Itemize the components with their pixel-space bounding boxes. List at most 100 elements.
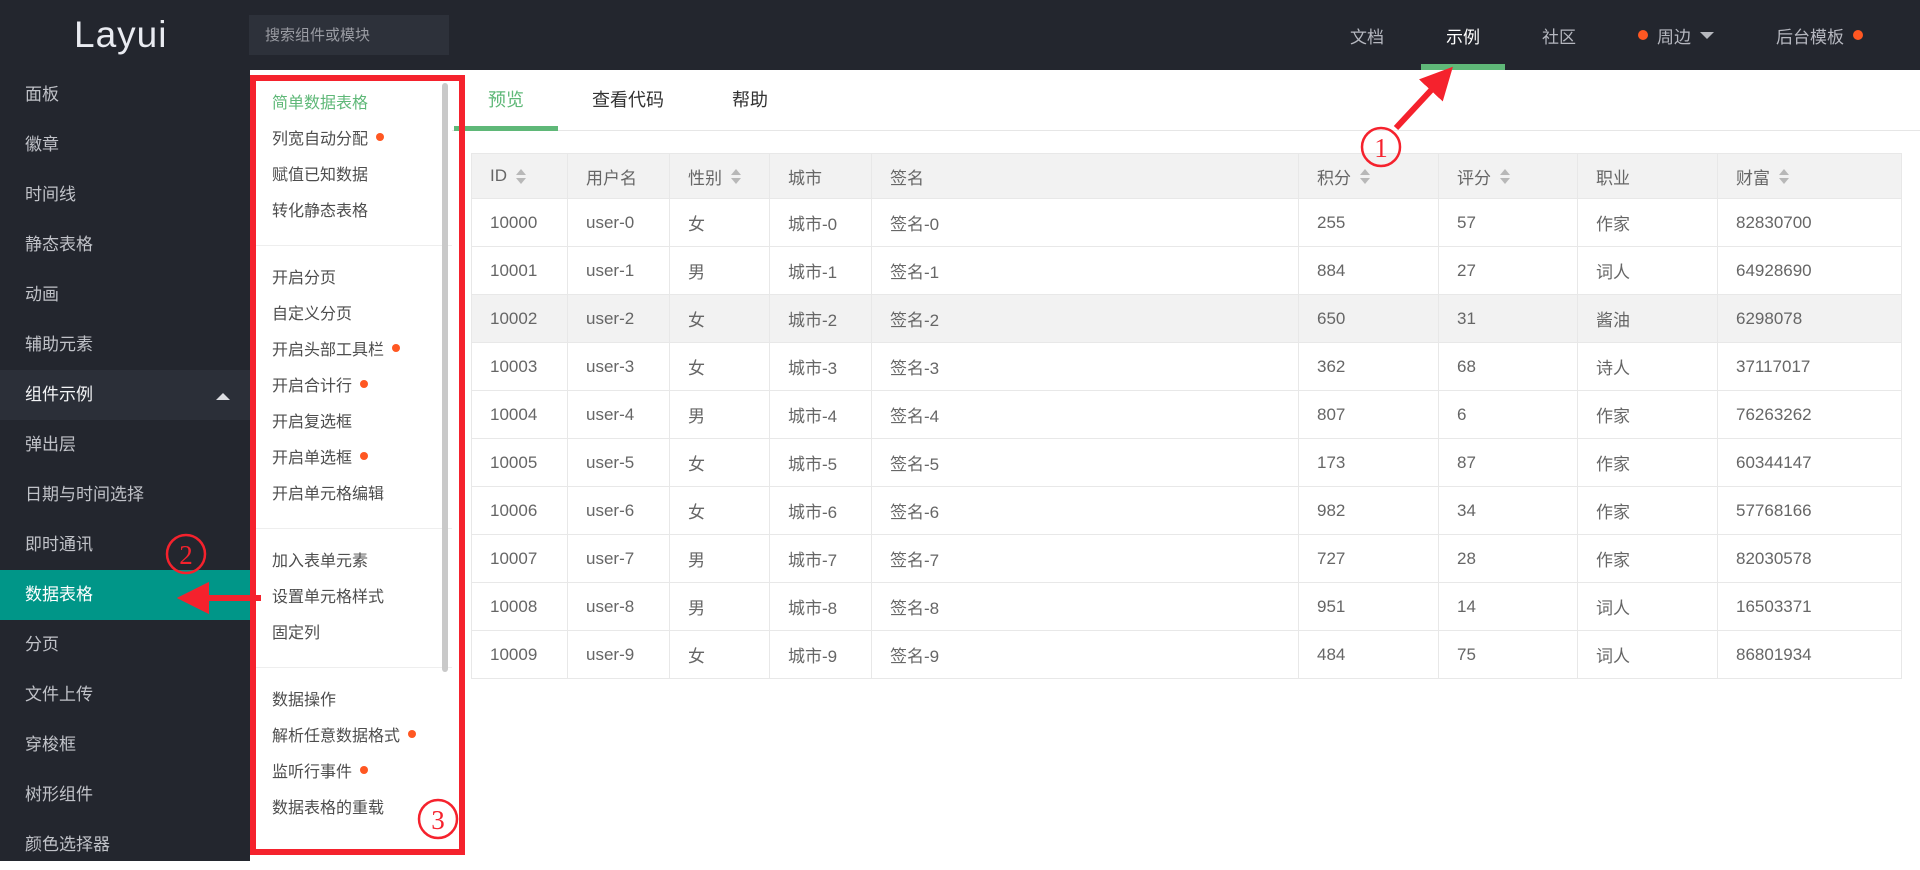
- column-header-4[interactable]: 签名: [871, 153, 1299, 199]
- nav-item-1[interactable]: 示例: [1415, 0, 1511, 70]
- table-row[interactable]: 10002 user-2 女城市-2 签名-2 650 31 酱油 6298078: [471, 294, 1902, 343]
- app-logo[interactable]: Layui: [74, 14, 168, 55]
- submenu-item-1-0[interactable]: 开启分页: [250, 261, 452, 297]
- sidebar-item-10[interactable]: 数据表格: [0, 570, 250, 620]
- table-cell: 76263262: [1717, 390, 1902, 439]
- submenu-item-0-0[interactable]: 简单数据表格: [250, 86, 452, 122]
- table-row[interactable]: 10008 user-8 男城市-8 签名-8 951 14 词人 16503371: [471, 582, 1902, 631]
- submenu-item-1-5[interactable]: 开启单选框: [250, 441, 452, 477]
- submenu-item-0-2[interactable]: 赋值已知数据: [250, 158, 452, 194]
- submenu-item-0-1[interactable]: 列宽自动分配: [250, 122, 452, 158]
- column-header-1[interactable]: 用户名: [567, 153, 670, 199]
- sidebar-item-5[interactable]: 辅助元素: [0, 320, 250, 370]
- column-header-5[interactable]: 积分: [1298, 153, 1439, 199]
- submenu-item-3-0[interactable]: 数据操作: [250, 683, 452, 719]
- table-cell: 64928690: [1717, 246, 1902, 295]
- table-cell: 75: [1438, 630, 1578, 679]
- table-cell: user-9: [567, 630, 670, 679]
- table-cell: 6: [1438, 390, 1578, 439]
- sort-icon[interactable]: [516, 168, 526, 184]
- search-input[interactable]: [249, 15, 449, 55]
- sort-desc-icon[interactable]: [1779, 177, 1789, 184]
- top-nav: 文档 示例 社区 周边 后台模板: [1319, 0, 1894, 70]
- sidebar-item-2[interactable]: 时间线: [0, 170, 250, 220]
- sort-icon[interactable]: [1500, 168, 1510, 184]
- sort-desc-icon[interactable]: [516, 177, 526, 184]
- data-table: ID 用户名 性别 城市 签名 积分 评分 职业 财富 10000 user-0 女城市-0 签名-0…: [471, 153, 1902, 679]
- nav-item-2[interactable]: 社区: [1511, 0, 1607, 70]
- submenu-item-3-2[interactable]: 监听行事件: [250, 755, 452, 791]
- nav-item-3[interactable]: 周边: [1607, 0, 1745, 70]
- sort-icon[interactable]: [731, 168, 741, 184]
- sort-desc-icon[interactable]: [1360, 177, 1370, 184]
- sort-asc-icon[interactable]: [516, 168, 526, 175]
- sort-icon[interactable]: [1779, 168, 1789, 184]
- table-cell: user-3: [567, 342, 670, 391]
- table-cell: 10001: [471, 246, 568, 295]
- submenu-item-label: 列宽自动分配: [272, 131, 369, 148]
- tab-1[interactable]: 查看代码: [558, 70, 698, 130]
- nav-item-4[interactable]: 后台模板: [1745, 0, 1894, 70]
- column-header-6[interactable]: 评分: [1438, 153, 1578, 199]
- submenu-item-2-2[interactable]: 固定列: [250, 616, 452, 652]
- sidebar-item-6[interactable]: 组件示例: [0, 370, 250, 420]
- sort-desc-icon[interactable]: [1500, 177, 1510, 184]
- sidebar-item-14[interactable]: 树形组件: [0, 770, 250, 820]
- submenu-item-3-1[interactable]: 解析任意数据格式: [250, 719, 452, 755]
- table-cell: 男: [669, 246, 770, 295]
- sidebar-item-label: 文件上传: [25, 685, 93, 704]
- column-header-3[interactable]: 城市: [769, 153, 872, 199]
- tab-2[interactable]: 帮助: [698, 70, 802, 130]
- table-cell: 男: [669, 390, 770, 439]
- sidebar-item-8[interactable]: 日期与时间选择: [0, 470, 250, 520]
- column-header-label: 评分: [1457, 168, 1491, 188]
- table-cell: user-2: [567, 294, 670, 343]
- column-header-0[interactable]: ID: [471, 153, 568, 199]
- sort-desc-icon[interactable]: [731, 177, 741, 184]
- submenu-item-0-3[interactable]: 转化静态表格: [250, 194, 452, 230]
- sidebar-item-label: 时间线: [25, 185, 76, 204]
- sort-icon[interactable]: [1360, 168, 1370, 184]
- sidebar-item-3[interactable]: 静态表格: [0, 220, 250, 270]
- table-row[interactable]: 10005 user-5 女城市-5 签名-5 173 87 作家 60344147: [471, 438, 1902, 487]
- sidebar-item-12[interactable]: 文件上传: [0, 670, 250, 720]
- submenu-item-1-6[interactable]: 开启单元格编辑: [250, 477, 452, 513]
- sidebar-item-4[interactable]: 动画: [0, 270, 250, 320]
- nav-item-0[interactable]: 文档: [1319, 0, 1415, 70]
- sidebar-item-0[interactable]: 面板: [0, 70, 250, 120]
- sidebar-item-7[interactable]: 弹出层: [0, 420, 250, 470]
- submenu-item-2-1[interactable]: 设置单元格样式: [250, 580, 452, 616]
- table-cell: 28: [1438, 534, 1578, 583]
- sort-asc-icon[interactable]: [731, 168, 741, 175]
- table-cell: 城市-8: [769, 582, 872, 631]
- sidebar-item-1[interactable]: 徽章: [0, 120, 250, 170]
- sort-asc-icon[interactable]: [1360, 168, 1370, 175]
- column-header-8[interactable]: 财富: [1717, 153, 1902, 199]
- table-cell: 签名-2: [871, 294, 1299, 343]
- sidebar-item-13[interactable]: 穿梭框: [0, 720, 250, 770]
- table-row[interactable]: 10001 user-1 男城市-1 签名-1 884 27 词人 64928690: [471, 246, 1902, 295]
- submenu-item-3-3[interactable]: 数据表格的重载: [250, 791, 452, 827]
- sort-asc-icon[interactable]: [1500, 168, 1510, 175]
- table-row[interactable]: 10009 user-9 女城市-9 签名-9 484 75 词人 86801934: [471, 630, 1902, 679]
- table-row[interactable]: 10007 user-7 男城市-7 签名-7 727 28 作家 82030578: [471, 534, 1902, 583]
- submenu-scrollbar[interactable]: [442, 83, 448, 672]
- sidebar-item-15[interactable]: 颜色选择器: [0, 820, 250, 870]
- table-cell: 57768166: [1717, 486, 1902, 535]
- table-row[interactable]: 10006 user-6 女城市-6 签名-6 982 34 作家 57768166: [471, 486, 1902, 535]
- submenu-item-1-2[interactable]: 开启头部工具栏: [250, 333, 452, 369]
- submenu-item-1-1[interactable]: 自定义分页: [250, 297, 452, 333]
- sidebar-item-11[interactable]: 分页: [0, 620, 250, 670]
- tab-0[interactable]: 预览: [454, 70, 558, 131]
- sort-asc-icon[interactable]: [1779, 168, 1789, 175]
- table-row[interactable]: 10004 user-4 男城市-4 签名-4 807 6 作家 76263262: [471, 390, 1902, 439]
- submenu-item-2-0[interactable]: 加入表单元素: [250, 544, 452, 580]
- submenu-item-1-4[interactable]: 开启复选框: [250, 405, 452, 441]
- submenu-item-1-3[interactable]: 开启合计行: [250, 369, 452, 405]
- table-row[interactable]: 10003 user-3 女城市-3 签名-3 362 68 诗人 37117017: [471, 342, 1902, 391]
- sidebar-item-9[interactable]: 即时通讯: [0, 520, 250, 570]
- column-header-7[interactable]: 职业: [1577, 153, 1718, 199]
- table-row[interactable]: 10000 user-0 女城市-0 签名-0 255 57 作家 82830700: [471, 198, 1902, 247]
- column-header-2[interactable]: 性别: [669, 153, 770, 199]
- table-cell: user-7: [567, 534, 670, 583]
